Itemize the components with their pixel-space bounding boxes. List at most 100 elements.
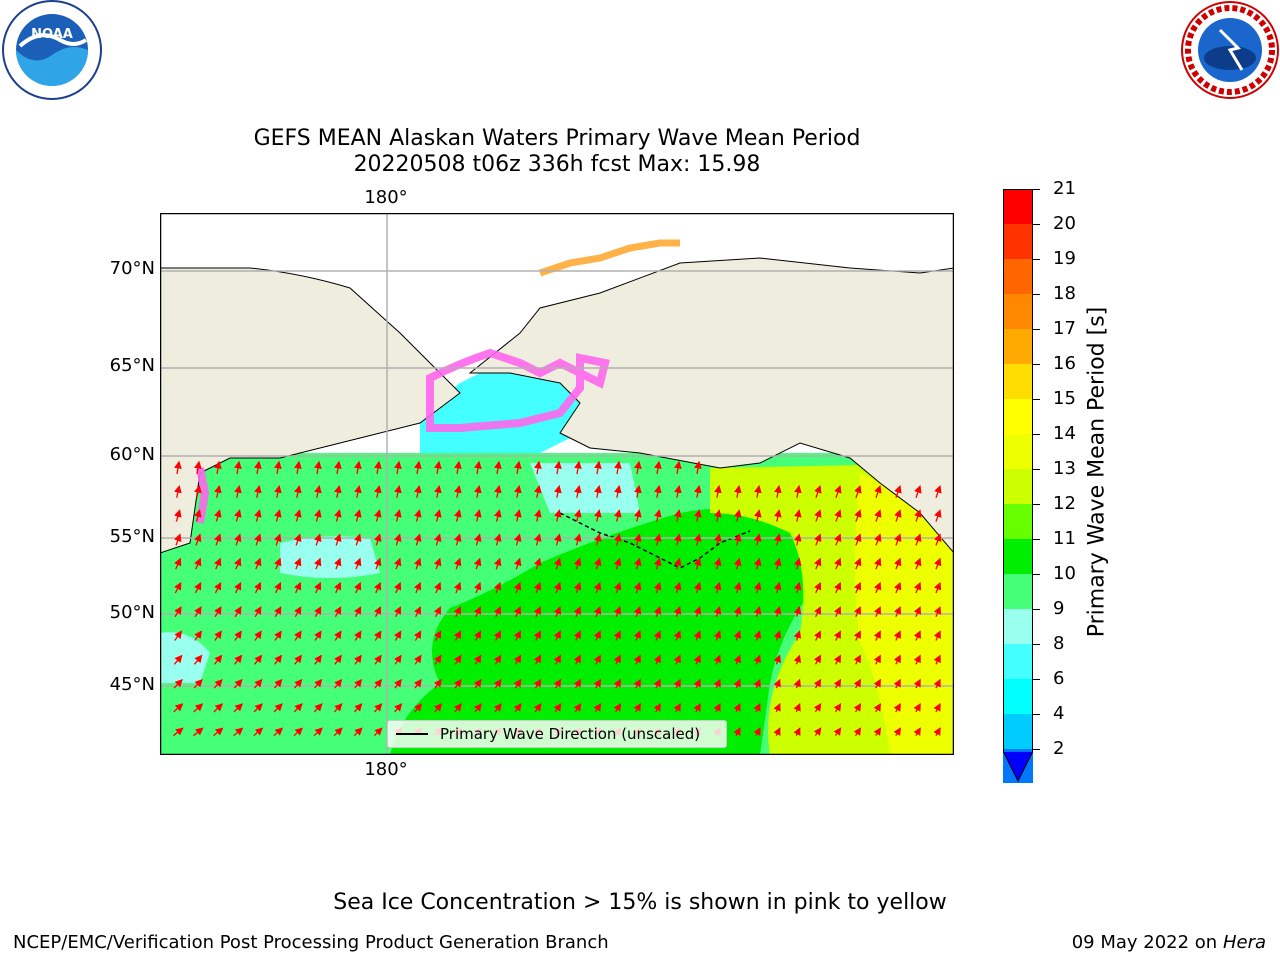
wave-arrow <box>294 606 302 618</box>
nws-logo <box>1180 0 1280 100</box>
wave-arrow <box>434 533 442 546</box>
wave-arrow <box>172 727 184 737</box>
wave-arrow <box>254 654 263 665</box>
wave-arrow <box>733 727 741 736</box>
wave-arrow <box>554 484 562 498</box>
wave-arrow <box>674 509 682 522</box>
wave-arrow <box>374 581 382 594</box>
colorbar-tickmark <box>1033 399 1040 400</box>
wave-arrow <box>354 557 362 570</box>
wave-arrow <box>593 703 602 713</box>
wave-arrow <box>294 630 302 641</box>
wave-arrow <box>834 581 842 594</box>
wave-arrow <box>813 654 822 665</box>
colorbar-tickmark <box>1033 539 1040 540</box>
wave-arrow <box>933 702 941 713</box>
wave-arrow <box>833 606 841 618</box>
wave-arrow <box>474 460 482 475</box>
wave-arrow <box>253 727 264 737</box>
wave-arrow <box>893 727 901 737</box>
wave-arrow <box>853 581 862 594</box>
wave-arrow <box>873 654 881 665</box>
wave-arrow <box>573 630 581 641</box>
wave-arrow <box>533 606 542 617</box>
wave-arrow <box>813 630 822 641</box>
wave-arrow <box>294 581 302 594</box>
wave-arrow <box>314 654 322 665</box>
wave-arrow <box>633 557 642 570</box>
colorbar-tick-label: 15 <box>1053 388 1076 409</box>
wave-arrow <box>674 460 682 475</box>
footer-credit: NCEP/EMC/Verification Post Processing Pr… <box>13 932 609 953</box>
wave-arrow <box>513 606 522 618</box>
wave-arrow <box>214 509 222 522</box>
wave-arrow <box>354 654 362 665</box>
wave-arrow <box>853 678 862 689</box>
wave-arrow <box>174 509 182 522</box>
colorbar-tick-label: 12 <box>1053 493 1076 514</box>
wave-arrow <box>334 484 342 498</box>
legend-line-icon <box>396 733 428 735</box>
wave-arrow <box>174 581 182 594</box>
wave-arrow <box>233 727 244 737</box>
wave-arrow <box>414 533 422 546</box>
wave-arrow <box>893 678 901 689</box>
wave-arrow <box>873 606 882 618</box>
wave-arrow <box>793 557 802 570</box>
wave-arrow <box>533 533 542 546</box>
noaa-logo-text: NOAA <box>31 27 73 42</box>
wave-arrow <box>473 581 482 594</box>
wave-arrow <box>914 484 922 499</box>
colorbar-bin <box>1003 434 1033 469</box>
wave-arrow <box>914 509 922 522</box>
wave-arrow <box>853 606 861 618</box>
wave-arrow <box>454 460 462 475</box>
colorbar-bin <box>1003 329 1033 364</box>
wave-arrow <box>734 484 742 498</box>
wave-arrow <box>473 703 482 713</box>
wave-arrow <box>294 678 303 689</box>
wave-arrow <box>234 460 242 475</box>
wave-arrow <box>473 630 482 641</box>
wave-arrow <box>254 509 262 522</box>
colorbar-bin <box>1003 644 1033 679</box>
wave-arrow <box>354 678 363 689</box>
wave-arrow <box>593 533 602 546</box>
wave-arrow <box>294 509 302 522</box>
wave-arrow <box>854 509 862 522</box>
wave-arrow <box>673 654 681 665</box>
wave-arrow <box>673 630 682 641</box>
wave-arrow <box>293 727 304 737</box>
wave-arrow <box>793 630 802 641</box>
wave-arrow <box>473 606 481 618</box>
wave-arrow <box>594 460 602 475</box>
wave-arrow <box>834 533 842 546</box>
wave-arrow <box>234 630 242 641</box>
colorbar-extend <box>1003 752 1033 781</box>
wave-arrow <box>553 533 562 546</box>
wave-arrow <box>513 630 521 641</box>
wave-arrow <box>633 630 641 641</box>
wave-arrow <box>793 702 801 713</box>
wave-arrow <box>533 654 542 665</box>
colorbar-tickmark <box>1033 749 1040 750</box>
wave-arrow <box>553 630 561 641</box>
wave-arrow <box>194 484 202 498</box>
wave-arrow <box>214 533 222 546</box>
lat-label-50: 50°N <box>109 602 155 623</box>
wave-arrow <box>374 606 382 618</box>
wave-arrow <box>873 727 882 737</box>
wave-arrow <box>894 509 902 522</box>
wave-arrow <box>713 581 722 594</box>
wave-arrow <box>814 533 822 546</box>
wave-arrow <box>913 678 921 689</box>
wave-arrow <box>673 533 682 546</box>
wave-arrow <box>213 654 223 665</box>
wave-arrow <box>194 630 203 641</box>
wave-arrow <box>813 703 822 713</box>
wave-arrow <box>313 727 323 737</box>
wave-arrow <box>454 484 462 498</box>
wave-arrow <box>353 703 363 713</box>
wave-arrow <box>653 678 661 689</box>
wave-arrow <box>314 509 322 522</box>
